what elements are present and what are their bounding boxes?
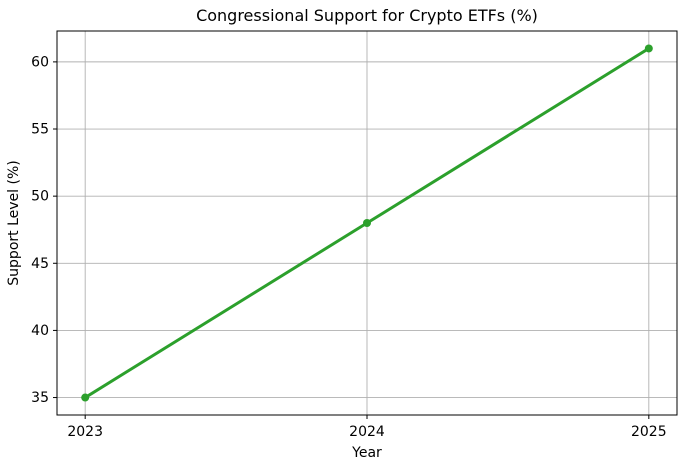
x-tick-label: 2024	[349, 424, 385, 440]
tick-labels: 35 40 45 50 55 60 2023 2024 2025	[31, 54, 666, 440]
y-tick-label: 55	[31, 121, 49, 137]
data-point-marker	[363, 219, 371, 227]
y-tick-label: 60	[31, 54, 49, 70]
x-tick-label: 2023	[67, 424, 103, 440]
data-series	[81, 44, 653, 402]
chart-title: Congressional Support for Crypto ETFs (%…	[196, 6, 538, 25]
y-tick-label: 45	[31, 256, 49, 272]
axes-frame	[53, 30, 678, 419]
data-point-marker	[81, 393, 90, 402]
y-tick-label: 35	[31, 390, 49, 406]
y-tick-label: 50	[31, 189, 49, 205]
y-axis-label: Support Level (%)	[6, 160, 22, 285]
y-tick-label: 40	[31, 323, 49, 339]
x-axis-label: Year	[351, 445, 382, 461]
grid-lines	[57, 31, 677, 415]
data-point-marker	[644, 44, 653, 53]
x-tick-label: 2025	[631, 424, 667, 440]
